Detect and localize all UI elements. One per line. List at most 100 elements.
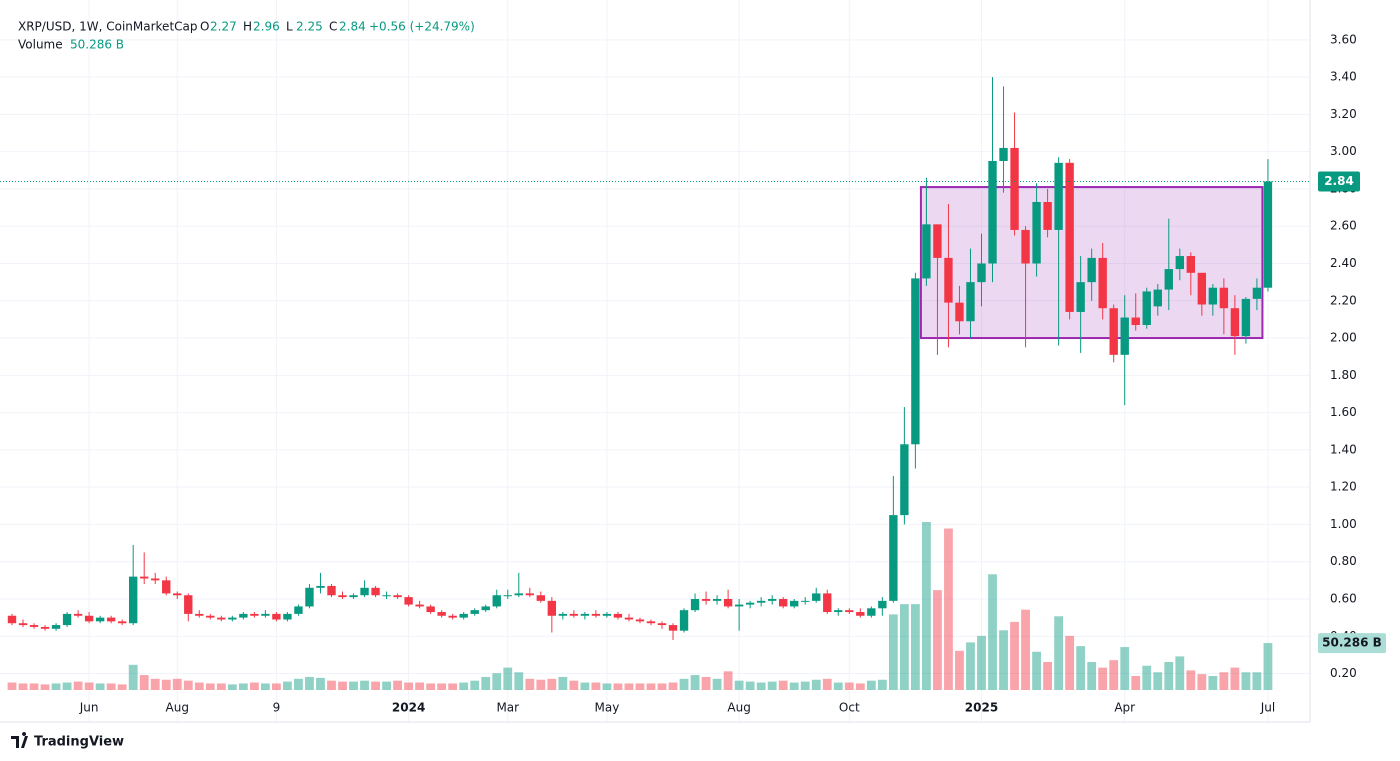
candle-body — [790, 600, 799, 607]
volume-bar — [613, 683, 623, 690]
volume-name: Volume — [18, 38, 63, 52]
candle-body — [228, 617, 237, 620]
volume-bar — [1164, 662, 1174, 690]
candle-body — [834, 610, 843, 613]
volume-badge — [1318, 633, 1386, 654]
candle-body — [184, 595, 193, 614]
x-tick-label: Jun — [79, 701, 99, 715]
candle-body — [591, 613, 601, 616]
x-tick-label: Oct — [839, 701, 860, 715]
candle-body — [29, 625, 39, 627]
candle-body — [911, 278, 920, 445]
candle-body — [140, 576, 149, 579]
candle-body — [867, 608, 876, 616]
candle-body — [712, 598, 722, 601]
volume-bar — [360, 680, 369, 690]
volume-bar — [249, 682, 259, 690]
candle-body — [922, 224, 931, 279]
price-badge-label: 2.84 — [1324, 174, 1354, 188]
y-tick-label: 2.00 — [1330, 331, 1357, 345]
y-tick-label: 1.40 — [1330, 442, 1357, 456]
volume-bar — [1263, 643, 1273, 690]
volume-bar — [7, 682, 17, 690]
candle-layer — [7, 77, 1273, 640]
candle-body — [657, 623, 667, 626]
y-tick-label: 3.40 — [1330, 70, 1357, 84]
candle-body — [272, 613, 281, 620]
candle-body — [723, 598, 733, 607]
volume-bar — [580, 682, 590, 690]
candle-body — [1065, 162, 1074, 312]
candle-body — [239, 613, 248, 618]
candle-body — [327, 585, 336, 596]
volume-bar — [679, 678, 689, 690]
volume-bar — [767, 681, 777, 690]
x-tick-label: Aug — [727, 701, 750, 715]
volume-bar — [1109, 660, 1119, 690]
candle-body — [613, 613, 623, 618]
candle-body — [173, 593, 182, 596]
candle-body — [966, 282, 975, 322]
y-tick-label: 2.40 — [1330, 256, 1357, 270]
ohlc-label: O — [200, 20, 209, 34]
ohlc-label: L — [286, 20, 293, 34]
volume-bar — [789, 682, 799, 690]
candle-body — [503, 595, 512, 597]
candle-body — [1043, 201, 1052, 230]
candle-body — [1208, 287, 1218, 305]
candle-body — [40, 626, 50, 629]
ohlc-label: C — [329, 20, 337, 34]
candle-body — [646, 621, 656, 624]
candle-body — [933, 224, 942, 258]
y-tick-label: 1.60 — [1330, 405, 1357, 419]
volume-bar — [1010, 621, 1019, 690]
volume-bar — [999, 630, 1008, 690]
candle-body — [889, 515, 898, 601]
y-tick-label: 0.80 — [1330, 554, 1357, 568]
candle-body — [525, 593, 534, 596]
x-tick-label: Mar — [496, 701, 519, 715]
volume-bar — [657, 683, 667, 690]
volume-bar — [1076, 646, 1086, 690]
volume-bar — [84, 682, 94, 690]
candle-body — [767, 598, 777, 601]
volume-bar — [1230, 667, 1240, 690]
volume-bar — [448, 683, 458, 690]
volume-bar — [888, 614, 898, 690]
candle-body — [1109, 308, 1118, 355]
volume-bar — [844, 682, 854, 690]
y-tick-label: 3.20 — [1330, 107, 1357, 121]
ohlc-label: H — [243, 20, 252, 34]
volume-bar — [470, 680, 480, 690]
y-tick-label: 0.20 — [1330, 666, 1357, 680]
candle-body — [558, 613, 568, 616]
x-tick-label: Jul — [1260, 701, 1275, 715]
candle-body — [95, 617, 105, 622]
volume-bar — [40, 684, 50, 690]
volume-bar — [1219, 672, 1229, 690]
volume-bar — [910, 604, 920, 690]
volume-bar — [734, 680, 744, 690]
candle-body — [382, 595, 391, 597]
volume-bar — [1098, 667, 1108, 690]
candle-body — [1021, 229, 1030, 264]
candle-body — [129, 576, 138, 624]
volume-bar — [327, 680, 336, 690]
candle-body — [1230, 308, 1240, 337]
volume-bar — [29, 683, 39, 690]
volume-bar — [1021, 609, 1030, 690]
candle-body — [294, 606, 303, 614]
candle-body — [856, 612, 865, 616]
volume-bar — [161, 679, 171, 690]
ohlc-value: 2.25 — [296, 20, 323, 34]
volume-bar — [1197, 674, 1207, 690]
candle-body — [547, 600, 557, 616]
volume-bar — [128, 664, 138, 690]
volume-bar — [877, 679, 887, 690]
volume-bar — [95, 683, 105, 690]
volume-bar — [294, 678, 303, 690]
volume-bar — [305, 676, 314, 690]
candle-body — [481, 606, 490, 611]
volume-bar — [558, 676, 568, 690]
